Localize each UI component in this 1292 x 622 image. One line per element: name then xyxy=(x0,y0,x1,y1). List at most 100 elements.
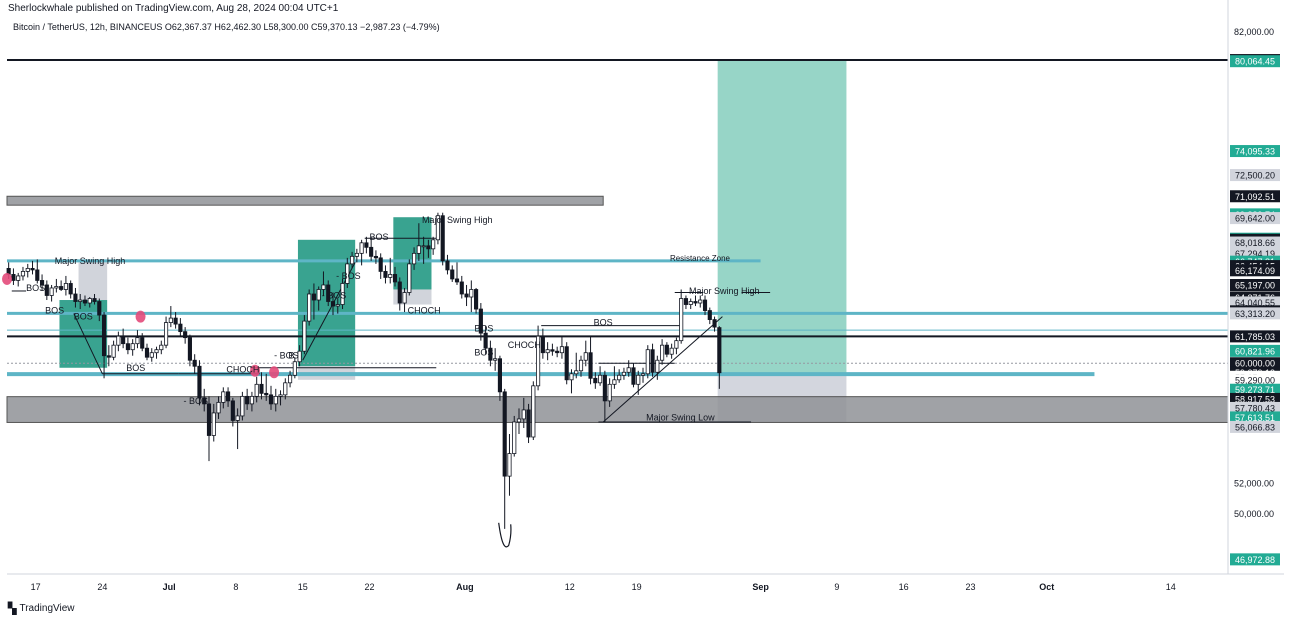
chart-annotation: - BOS xyxy=(336,271,361,281)
candle-body xyxy=(302,320,307,352)
price-label-box xyxy=(1230,411,1280,424)
price-label-box xyxy=(1230,169,1280,182)
price-label-box xyxy=(1230,357,1280,370)
candle-body xyxy=(116,335,121,346)
candle-body xyxy=(531,385,536,438)
x-tick-label: 16 xyxy=(899,582,909,592)
price-label-box xyxy=(1230,55,1280,68)
candle-body xyxy=(612,379,617,385)
candle-body xyxy=(321,284,326,290)
candle-body xyxy=(163,322,169,346)
candle-body xyxy=(230,400,235,421)
candle-body xyxy=(345,263,350,284)
price-label: 71,092.51 xyxy=(1235,192,1275,202)
candle-body xyxy=(30,268,35,271)
candle-body xyxy=(621,371,627,376)
candle-body xyxy=(273,395,278,405)
candle-body xyxy=(660,344,665,361)
x-tick-label: Aug xyxy=(456,582,474,592)
candle-body xyxy=(192,359,197,367)
candle-body xyxy=(92,298,97,302)
price-label: 46,972.88 xyxy=(1235,555,1275,565)
price-label: 59,290.00 xyxy=(1235,376,1275,386)
candle-body xyxy=(588,352,593,379)
candle-body xyxy=(159,344,164,351)
candle-body xyxy=(502,391,507,477)
x-tick-label: Sep xyxy=(752,582,769,592)
y-tick-label: 82,000.00 xyxy=(1234,27,1274,37)
drawn-trend-line xyxy=(73,313,103,374)
chart-annotation: Major Swing High xyxy=(55,256,126,266)
candle-body xyxy=(59,286,64,290)
x-tick-label: 15 xyxy=(298,582,308,592)
candle-body xyxy=(121,335,126,345)
candle-body xyxy=(655,359,660,373)
price-label: 64,040.55 xyxy=(1235,298,1275,308)
candle-body xyxy=(407,263,412,293)
highlight-marker xyxy=(2,272,12,285)
demand-zone xyxy=(297,239,356,367)
price-label: 68,018.66 xyxy=(1235,238,1275,248)
price-label-box xyxy=(1230,264,1280,277)
candle-body xyxy=(669,347,674,355)
candle-body xyxy=(412,252,417,265)
candle-body xyxy=(383,271,388,278)
chart-annotation: CHOCH xyxy=(508,340,541,350)
candle-body xyxy=(559,346,565,354)
candle-body xyxy=(435,215,440,241)
candle-body xyxy=(154,349,159,354)
brand-label[interactable]: TradingView xyxy=(19,603,75,614)
candle-body xyxy=(54,286,59,289)
x-tick-label: 12 xyxy=(565,582,575,592)
candle-body xyxy=(245,395,250,405)
x-tick-label: 14 xyxy=(1166,582,1176,592)
candle-body xyxy=(16,275,21,281)
candle-body xyxy=(416,245,421,254)
candle-body xyxy=(369,246,374,257)
price-label-box xyxy=(1230,401,1280,414)
candle-body xyxy=(707,310,712,320)
candle-body xyxy=(631,367,636,385)
chart-annotation: BOS xyxy=(474,348,493,358)
candle-body xyxy=(378,257,383,272)
highlight-marker xyxy=(135,310,146,323)
chart-annotation: BOS xyxy=(474,324,493,334)
candle-body xyxy=(125,343,130,351)
y-tick-label: 52,000.00 xyxy=(1234,479,1274,489)
chart-annotation: BOS xyxy=(74,312,93,322)
candle-body xyxy=(516,418,522,423)
candle-body xyxy=(20,271,26,277)
candle-body xyxy=(49,287,54,296)
candle-body xyxy=(459,281,464,295)
candle-body xyxy=(583,352,588,361)
candle-body xyxy=(431,239,436,250)
candle-body xyxy=(388,274,393,278)
chart-annotation: - BOS xyxy=(274,351,299,361)
price-label-box xyxy=(1230,374,1280,387)
price-label-box xyxy=(1230,344,1280,357)
price-label: 61,785.03 xyxy=(1235,332,1275,342)
candle-body xyxy=(173,317,178,325)
price-label-box xyxy=(1230,392,1280,405)
candle-body xyxy=(483,332,488,349)
candle-body xyxy=(450,269,455,280)
chart-annotation: BOS xyxy=(26,283,45,293)
price-label: 67,294.19 xyxy=(1235,249,1275,259)
candle-body xyxy=(540,335,545,354)
candle-body xyxy=(664,344,669,355)
chart-annotation: - BOS xyxy=(183,396,208,406)
candle-body xyxy=(421,245,426,248)
candle-body xyxy=(278,394,283,397)
price-label: 69,642.00 xyxy=(1235,214,1275,224)
chart-annotation: Major Swing High xyxy=(422,215,493,225)
y-tick-label: 50,000.00 xyxy=(1234,509,1274,519)
price-label-box xyxy=(1230,279,1280,292)
candle-body xyxy=(259,383,264,394)
candle-body xyxy=(497,358,503,393)
candle-body xyxy=(717,327,722,374)
candle-body xyxy=(698,299,703,304)
footer: ▚ TradingView xyxy=(8,602,75,615)
tradingview-logo-icon[interactable]: ▚ xyxy=(8,603,17,615)
candle-body xyxy=(674,340,679,349)
